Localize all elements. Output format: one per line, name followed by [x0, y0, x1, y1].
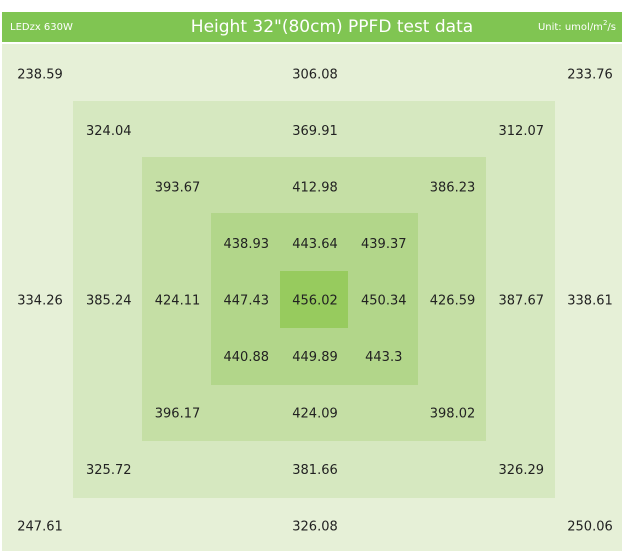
- ppfd-value: 424.11: [155, 294, 201, 309]
- ppfd-value: 387.67: [499, 294, 545, 309]
- ppfd-value: 338.61: [567, 294, 613, 309]
- title: Height 32"(80cm) PPFD test data: [191, 17, 473, 37]
- ppfd-value: 398.02: [430, 407, 476, 422]
- unit-sup: 2: [603, 19, 607, 27]
- ppfd-value: 438.93: [224, 237, 270, 252]
- ppfd-value: 396.17: [155, 407, 201, 422]
- ppfd-value: 325.72: [86, 463, 132, 478]
- ppfd-value: 426.59: [430, 294, 476, 309]
- ppfd-value: 326.29: [499, 463, 545, 478]
- ppfd-value: 447.43: [224, 294, 270, 309]
- ppfd-value: 233.76: [567, 68, 613, 83]
- ppfd-value: 238.59: [17, 68, 63, 83]
- unit-prefix: Unit: umol/m: [538, 22, 603, 33]
- ppfd-value: 306.08: [292, 68, 338, 83]
- ppfd-value: 439.37: [361, 237, 407, 252]
- ppfd-value: 449.89: [292, 350, 338, 365]
- ppfd-value: 450.34: [361, 294, 407, 309]
- ppfd-value: 385.24: [86, 294, 132, 309]
- unit: Unit: umol/m2/s: [538, 19, 616, 33]
- unit-suffix: /s: [607, 22, 616, 33]
- ppfd-value: 393.67: [155, 181, 201, 196]
- ppfd-value: 412.98: [292, 181, 338, 196]
- ppfd-value: 326.08: [292, 520, 338, 535]
- brand: LEDzx 630W: [10, 22, 73, 33]
- ppfd-value: 369.91: [292, 124, 338, 139]
- ppfd-value: 334.26: [17, 294, 63, 309]
- ppfd-value: 443.3: [365, 350, 402, 365]
- ppfd-value: 456.02: [292, 294, 338, 309]
- header-bar: [2, 12, 622, 42]
- ppfd-value: 386.23: [430, 181, 476, 196]
- ppfd-value: 324.04: [86, 124, 132, 139]
- ppfd-value: 250.06: [567, 520, 613, 535]
- ppfd-value: 381.66: [292, 463, 338, 478]
- ppfd-value: 312.07: [499, 124, 545, 139]
- ppfd-value: 424.09: [292, 407, 338, 422]
- ppfd-value: 247.61: [17, 520, 63, 535]
- ppfd-value: 440.88: [224, 350, 270, 365]
- ppfd-value: 443.64: [292, 237, 338, 252]
- center-cell: [280, 271, 348, 328]
- cells: 238.59 306.08 233.76 324.04 369.91 312.07 393.…: [17, 68, 613, 535]
